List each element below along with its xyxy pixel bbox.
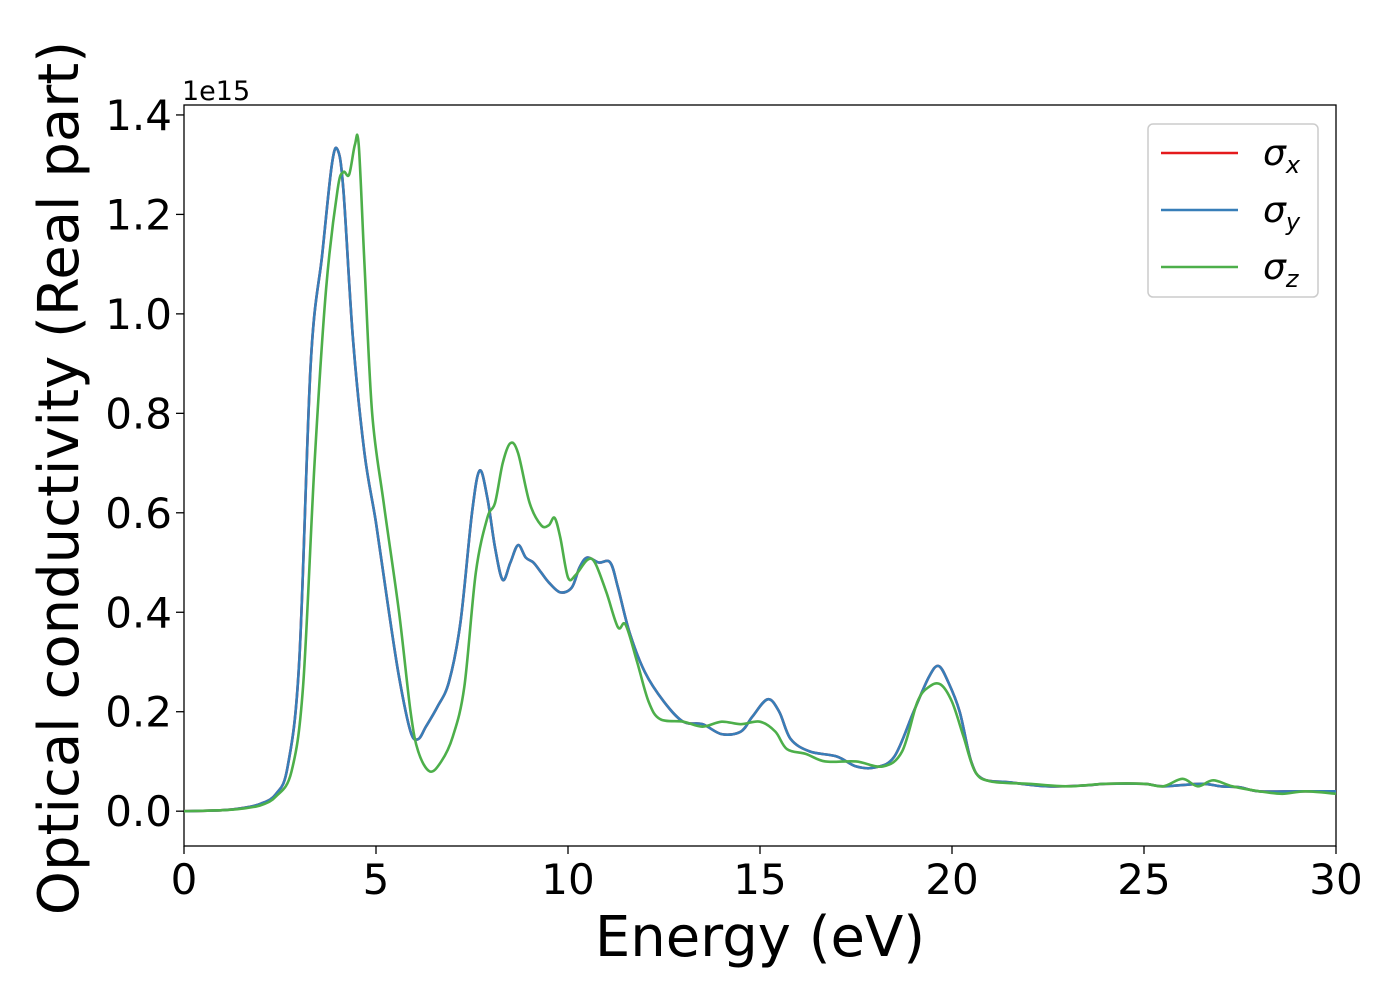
x-axis-label: Energy (eV) (595, 905, 925, 970)
legend: σx σy σz (1147, 123, 1319, 298)
y-offset-label: 1e15 (182, 76, 250, 107)
y-tick-label: 1.0 (105, 290, 172, 339)
x-axis: 0 5 10 15 20 25 30 (171, 846, 1363, 904)
legend-label-x: σx (1263, 133, 1301, 179)
series-layer (183, 133, 1337, 813)
y-tick-label: 0.0 (105, 787, 172, 836)
y-tick-label: 0.6 (105, 489, 172, 538)
y-axis-label: Optical conductivity (Real part) (27, 41, 92, 915)
x-tick-label: 15 (733, 855, 786, 904)
x-tick-label: 0 (171, 855, 198, 904)
y-tick-label: 1.4 (105, 91, 172, 140)
y-tick-label: 0.2 (105, 688, 172, 737)
x-tick-label: 25 (1117, 855, 1170, 904)
x-tick-label: 20 (925, 855, 978, 904)
x-tick-label: 30 (1309, 855, 1362, 904)
plot-area (183, 104, 1337, 847)
x-tick-label: 5 (363, 855, 390, 904)
y-tick-label: 1.2 (105, 190, 172, 239)
y-tick-label: 0.8 (105, 389, 172, 438)
x-tick-label: 10 (541, 855, 594, 904)
legend-label-z: σz (1263, 247, 1300, 293)
series-line-z (183, 133, 1337, 813)
y-tick-label: 0.4 (105, 588, 172, 637)
legend-label-y: σy (1263, 190, 1301, 236)
y-axis: 0.0 0.2 0.4 0.6 0.8 1.0 1.2 1.4 (105, 91, 184, 836)
